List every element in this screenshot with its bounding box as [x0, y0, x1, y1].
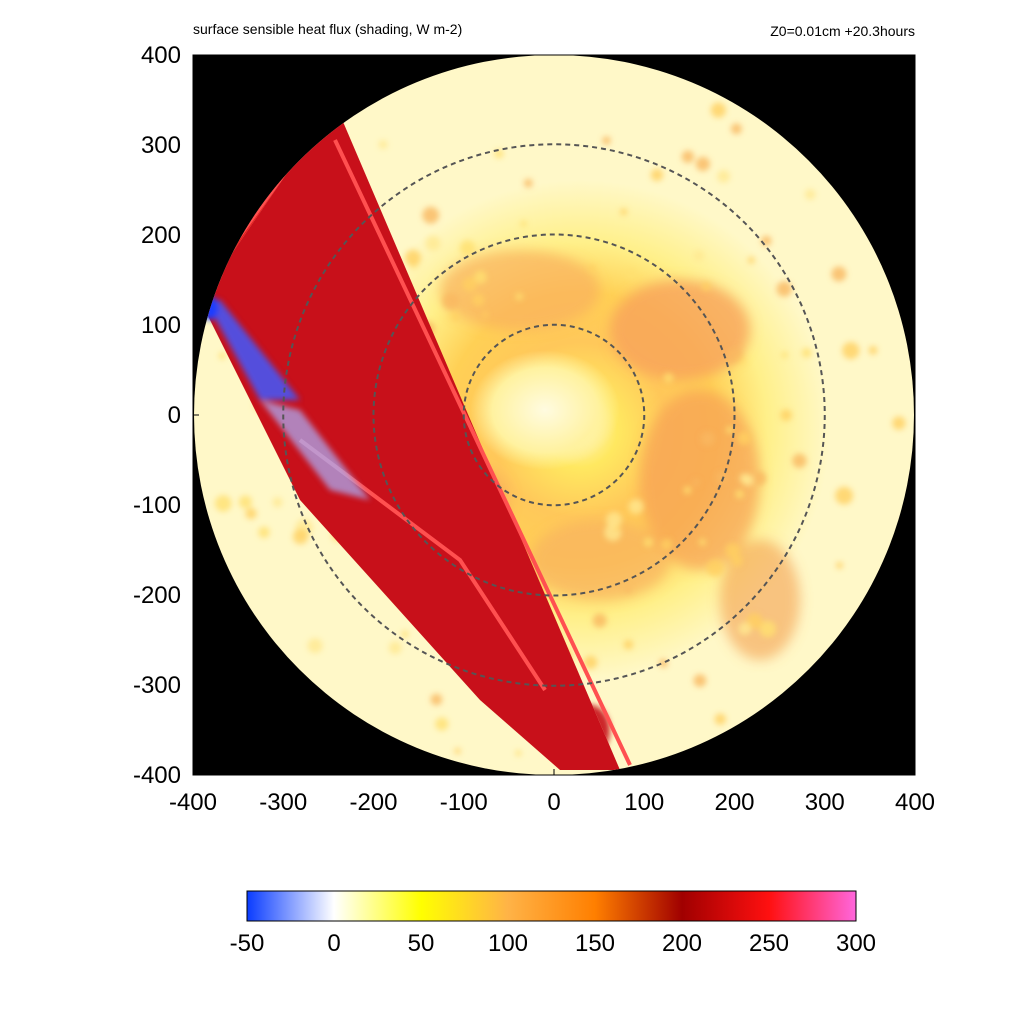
y-tick-label: 300: [141, 132, 181, 159]
y-tick-label: 100: [141, 312, 181, 339]
plot-area: [193, 55, 915, 775]
colorbar-tick-label: 300: [836, 930, 876, 957]
colorbar-ticks: -50 0 50 100 150 200 250 300: [230, 930, 876, 957]
x-tick-label: 200: [714, 789, 754, 816]
x-axis: -400 -300 -200 -100 0 100 200 300 400: [169, 769, 935, 816]
y-tick-label: 200: [141, 222, 181, 249]
colorbar-tick-label: 100: [488, 930, 528, 957]
x-tick-label: -300: [259, 789, 307, 816]
y-tick-label: 0: [168, 402, 181, 429]
reference-circle-100: [462, 323, 646, 507]
colorbar-tick-label: 50: [408, 930, 435, 957]
colorbar-tick-label: 200: [662, 930, 702, 957]
y-tick-label: -300: [133, 672, 181, 699]
x-tick-label: -100: [440, 789, 488, 816]
run-info: Z0=0.01cm +20.3hours: [770, 23, 915, 39]
x-tick-label: 300: [805, 789, 845, 816]
y-axis: 400 300 200 100 0 -100 -200 -300 -400: [133, 42, 199, 789]
x-tick-label: 100: [624, 789, 664, 816]
colorbar-ramp: [246, 890, 857, 922]
colorbar-tick-label: -50: [230, 930, 265, 957]
chart-title: surface sensible heat flux (shading, W m…: [193, 21, 462, 37]
y-tick-label: -200: [133, 582, 181, 609]
x-tick-label: 400: [895, 789, 935, 816]
colorbar-tick-label: 0: [327, 930, 340, 957]
y-tick-label: -100: [133, 492, 181, 519]
y-tick-label: -400: [133, 762, 181, 789]
x-tick-label: -400: [169, 789, 217, 816]
x-tick-label: 0: [547, 789, 560, 816]
reference-circles: [282, 143, 826, 687]
eye-region: [470, 350, 620, 470]
reference-circle-300: [282, 143, 826, 687]
colorbar-tick-label: 150: [575, 930, 615, 957]
colorbar: -50 0 50 100 150 200 250 300: [230, 890, 876, 957]
reference-circle-200: [372, 233, 736, 597]
x-tick-label: -200: [349, 789, 397, 816]
colorbar-tick-label: 250: [749, 930, 789, 957]
y-tick-label: 400: [141, 42, 181, 69]
